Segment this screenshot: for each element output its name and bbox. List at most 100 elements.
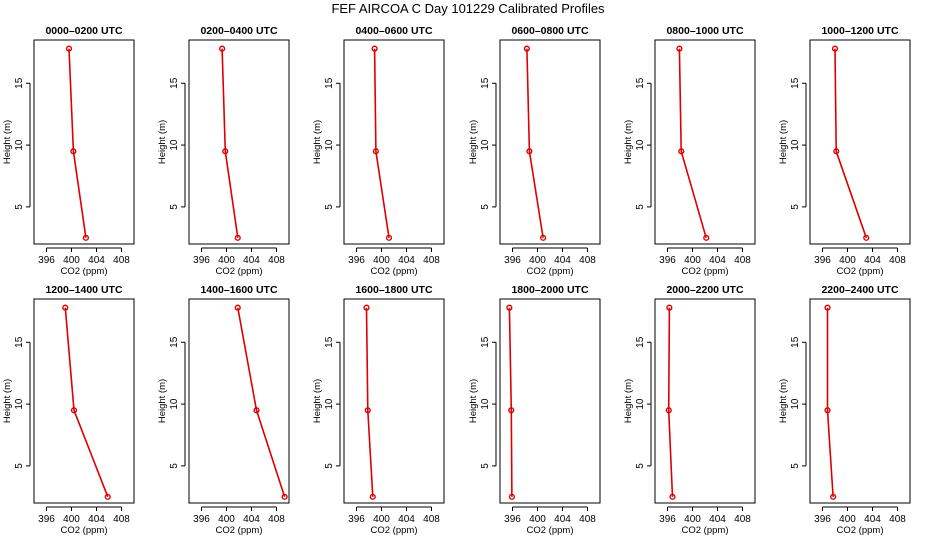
profile-line [678, 48, 707, 239]
plot-frame [33, 39, 135, 245]
x-tick-label: 408 [113, 514, 130, 525]
plot-frame [499, 39, 601, 245]
x-tick-label: 400 [529, 255, 546, 266]
x-tick-label: 404 [864, 514, 881, 525]
panel-title: 0400–0600 UTC [355, 25, 432, 37]
y-tick-label: 15 [790, 77, 801, 89]
x-axis-label: CO2 (ppm) [371, 525, 418, 536]
panel-title: 0800–1000 UTC [666, 25, 743, 37]
y-tick-label: 5 [169, 204, 180, 210]
x-axis-label: CO2 (ppm) [527, 266, 574, 277]
profile-line [64, 307, 109, 498]
profile-point [281, 493, 288, 500]
profile-point [70, 407, 78, 414]
y-tick-label: 10 [169, 139, 180, 151]
x-tick-label: 400 [839, 514, 856, 525]
panel-12: 2200–2400 UTC 396 400 404 408 CO2 (ppm) 5 10 15 H… [778, 284, 911, 536]
y-axis-label: Height (m) [623, 379, 634, 423]
profile-point [104, 493, 111, 500]
x-axis-label: CO2 (ppm) [216, 266, 263, 277]
profile-line [667, 307, 674, 497]
profile-point [364, 407, 371, 414]
x-tick-label: 404 [398, 514, 415, 525]
panel-title: 1800–2000 UTC [511, 284, 588, 296]
x-axis-label: CO2 (ppm) [527, 525, 574, 536]
y-tick-label: 10 [480, 139, 491, 151]
profile-point [234, 234, 241, 241]
plot-frame [809, 39, 911, 245]
y-tick-label: 10 [324, 139, 335, 151]
x-tick-label: 404 [243, 255, 260, 266]
panel-3: 0400–0600 UTC 396 400 404 408 CO2 (ppm) 5 10 15 H… [312, 25, 445, 277]
y-axis-label: Height (m) [623, 120, 634, 164]
x-tick-label: 400 [63, 514, 80, 525]
profile-line [834, 48, 868, 239]
profile-point [508, 407, 515, 414]
panel-5: 0800–1000 UTC 396 400 404 408 CO2 (ppm) 5 10 15 H… [623, 25, 756, 277]
x-tick-label: 396 [348, 514, 365, 525]
profile-point [65, 45, 73, 52]
profile-point [830, 493, 837, 500]
panel-1: 0000–0200 UTC 396 400 404 408 CO2 (ppm) 5 10 15 H… [2, 25, 135, 277]
profile-line [526, 48, 544, 238]
x-tick-label: 400 [218, 514, 235, 525]
profile-point [372, 148, 379, 155]
plot-frame [499, 298, 601, 504]
profile-point [82, 234, 89, 241]
y-tick-label: 10 [790, 398, 801, 410]
y-tick-label: 10 [790, 139, 801, 151]
x-tick-label: 396 [193, 514, 210, 525]
profile-point [369, 493, 376, 500]
panel-title: 0200–0400 UTC [200, 25, 277, 37]
y-axis-label: Height (m) [312, 120, 323, 164]
y-axis-label: Height (m) [2, 379, 13, 423]
y-axis-label: Height (m) [468, 379, 479, 423]
x-axis-label: CO2 (ppm) [682, 525, 729, 536]
profile-point [833, 148, 840, 155]
y-tick-label: 15 [169, 77, 180, 89]
x-axis-label: CO2 (ppm) [371, 266, 418, 277]
x-tick-label: 400 [529, 514, 546, 525]
x-axis-label: CO2 (ppm) [216, 525, 263, 536]
profile-line [237, 307, 286, 498]
x-tick-label: 408 [423, 514, 440, 525]
x-tick-label: 400 [373, 255, 390, 266]
profile-point [863, 234, 870, 241]
profile-point [222, 148, 229, 155]
x-tick-label: 404 [554, 514, 571, 525]
x-tick-label: 396 [814, 255, 831, 266]
panel-8: 1400–1600 UTC 396 400 404 408 CO2 (ppm) 5 10 15 H… [157, 284, 290, 536]
x-tick-label: 396 [38, 514, 55, 525]
y-tick-label: 5 [324, 463, 335, 469]
x-tick-label: 404 [398, 255, 415, 266]
profile-point [703, 234, 710, 241]
x-tick-label: 400 [218, 255, 235, 266]
x-tick-label: 408 [268, 514, 285, 525]
y-tick-label: 5 [169, 463, 180, 469]
y-tick-label: 5 [480, 463, 491, 469]
x-tick-label: 396 [504, 514, 521, 525]
x-tick-label: 408 [268, 255, 285, 266]
plot-frame [33, 298, 135, 504]
profile-point [385, 234, 393, 241]
profile-point [62, 304, 69, 311]
profile-point [831, 45, 839, 52]
y-tick-label: 15 [635, 336, 646, 348]
x-tick-label: 396 [38, 255, 55, 266]
x-tick-label: 404 [88, 514, 105, 525]
y-tick-label: 15 [14, 336, 25, 348]
x-tick-label: 396 [659, 255, 676, 266]
panel-4: 0600–0800 UTC 396 400 404 408 CO2 (ppm) 5 10 15 H… [468, 25, 601, 277]
panel-2: 0200–0400 UTC 396 400 404 408 CO2 (ppm) 5 10 15 H… [157, 25, 290, 277]
x-tick-label: 404 [554, 255, 571, 266]
profile-line [826, 307, 834, 497]
profile-line [221, 48, 239, 238]
plot-frame [188, 298, 290, 504]
profile-line [68, 48, 87, 238]
y-tick-label: 5 [790, 204, 801, 210]
x-axis-label: CO2 (ppm) [61, 266, 108, 277]
profile-point [526, 148, 533, 155]
x-tick-label: 404 [88, 255, 105, 266]
y-tick-label: 15 [480, 336, 491, 348]
